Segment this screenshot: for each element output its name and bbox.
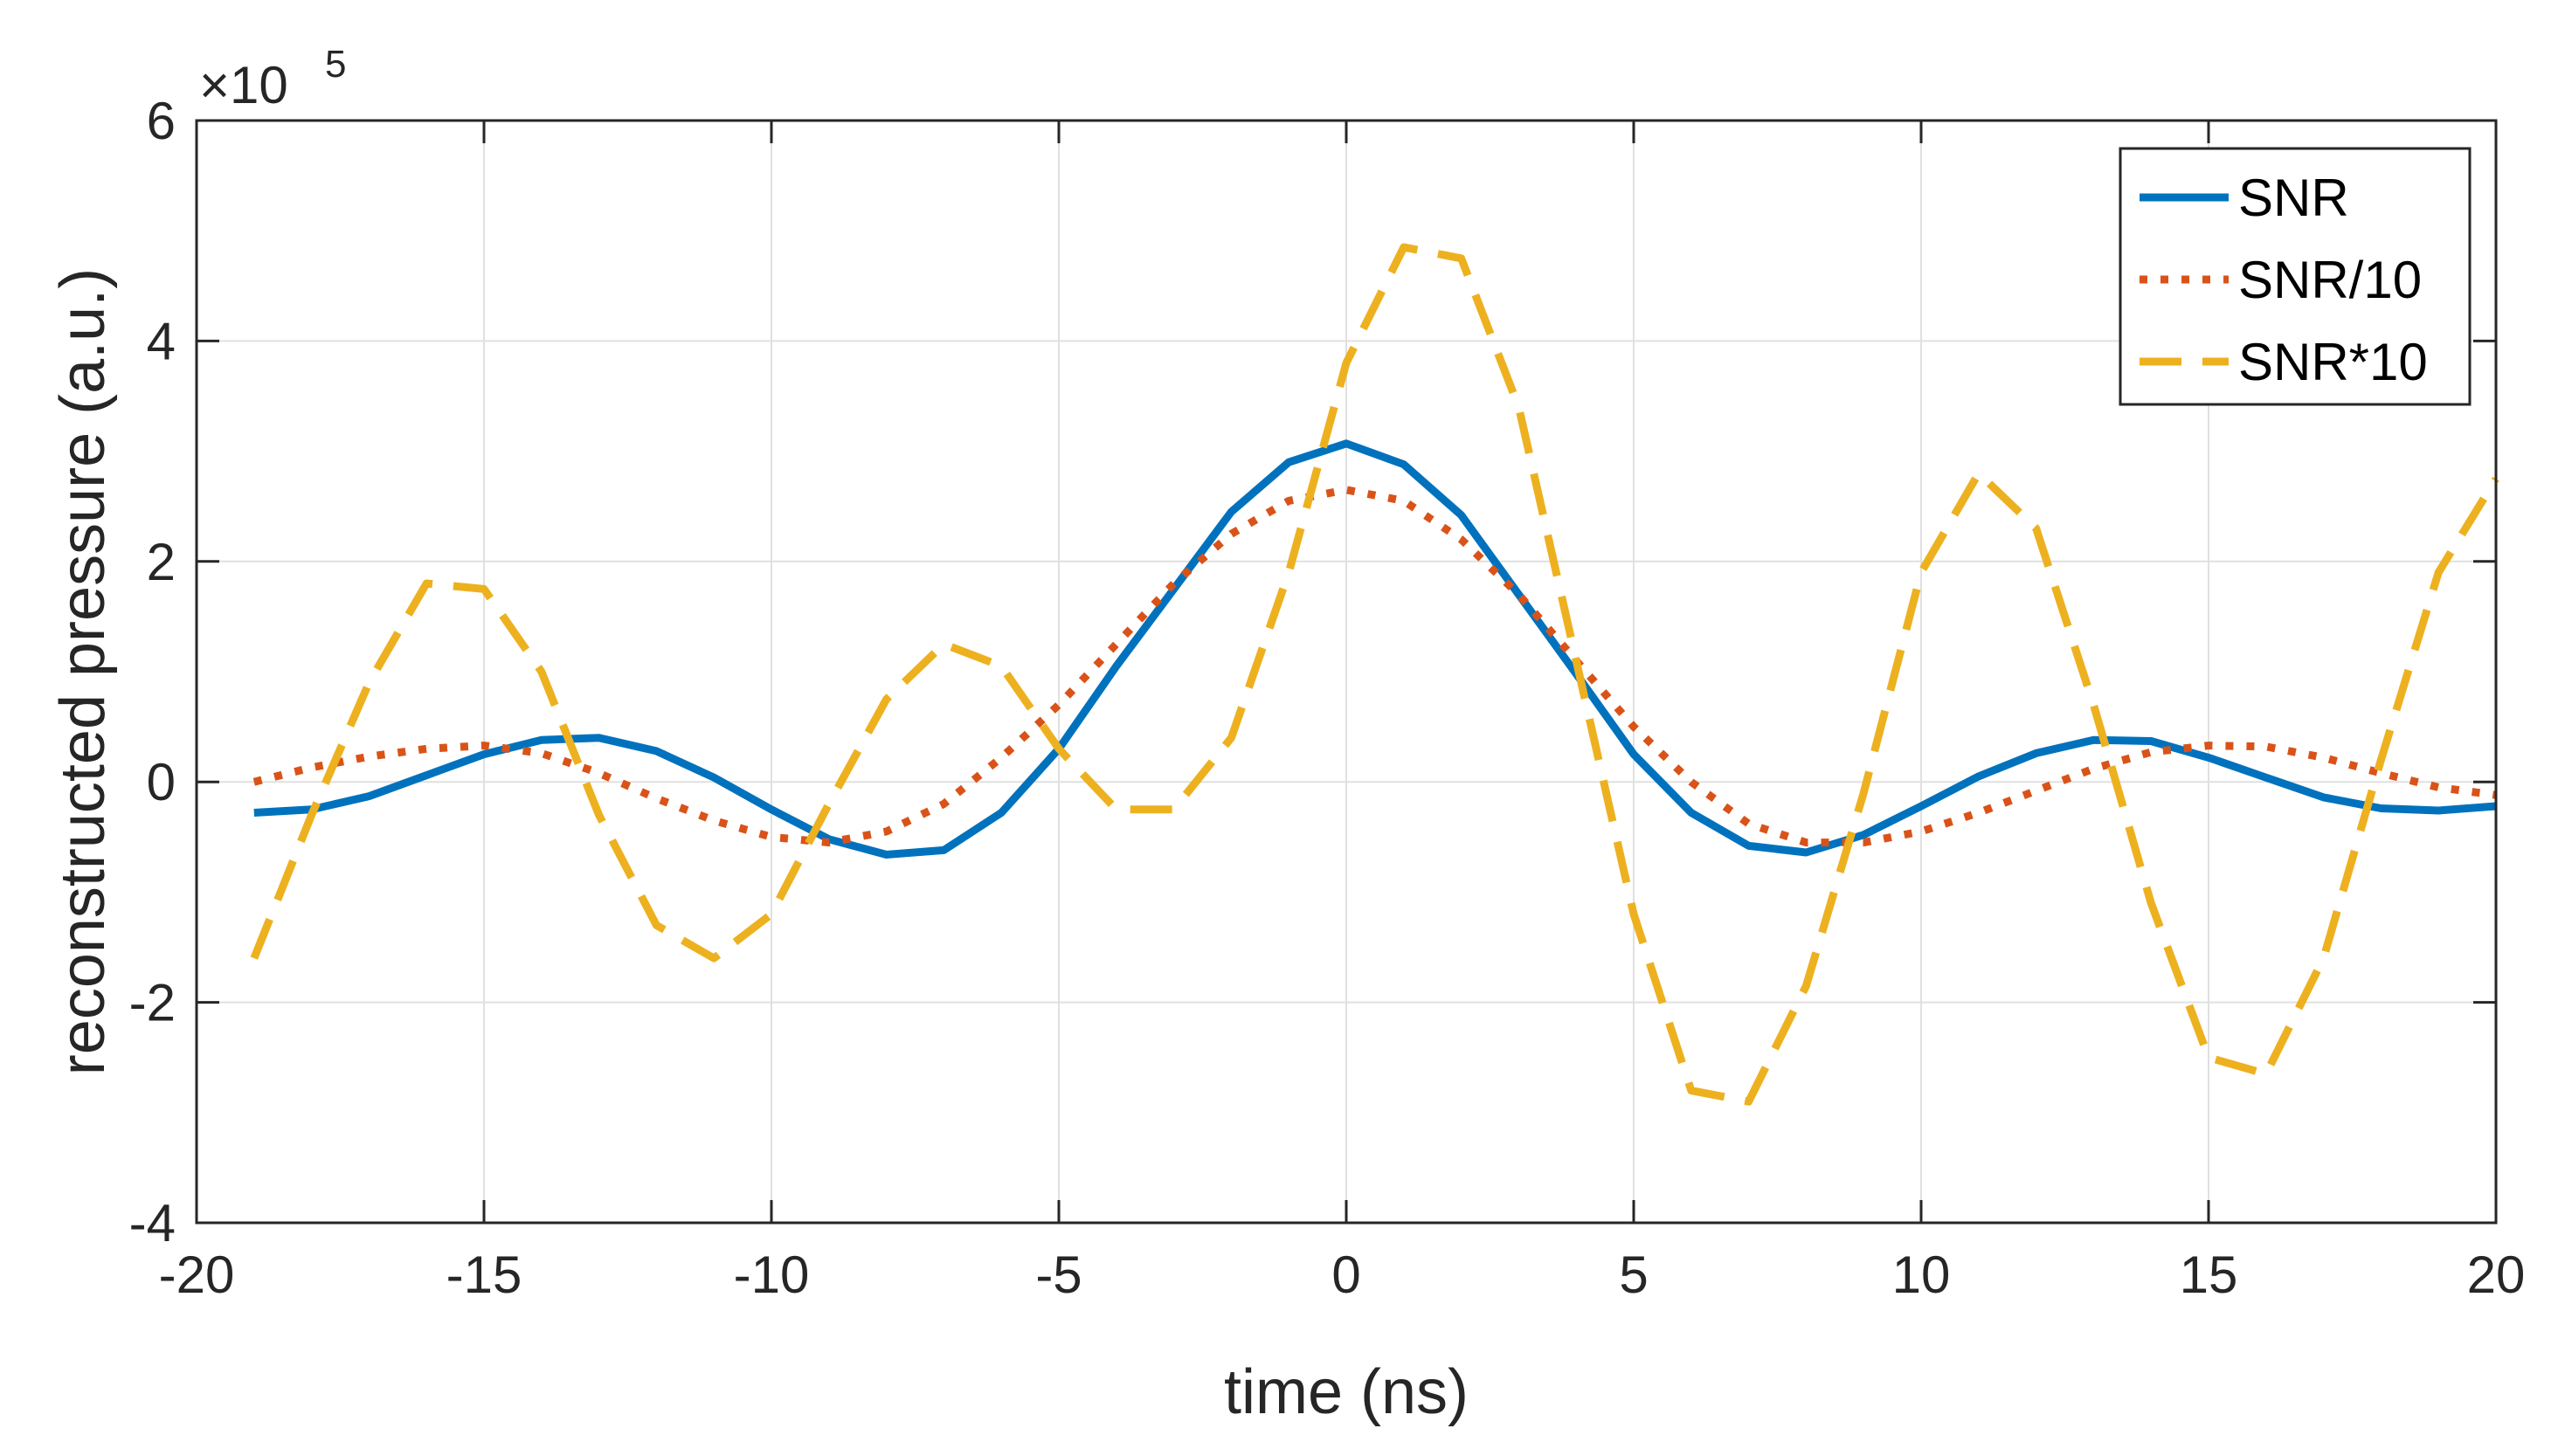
legend-label: SNR [2238, 169, 2349, 227]
legend-label: SNR*10 [2238, 333, 2428, 391]
y-tick-label: -2 [129, 974, 176, 1032]
y-exponent-label: ×10 5 [199, 43, 346, 114]
x-tick-label: 20 [2467, 1246, 2526, 1304]
y-exponent-base: ×10 [199, 56, 288, 114]
y-tick-label: 2 [147, 533, 176, 591]
x-tick-label: 5 [1619, 1246, 1648, 1304]
series-line-snr [253, 439, 2497, 859]
x-tick-label: -5 [1035, 1246, 1082, 1304]
legend-label: SNR/10 [2238, 251, 2422, 309]
y-tick-label: 4 [147, 312, 176, 370]
y-tick-label: 0 [147, 753, 176, 811]
x-tick-label: -20 [159, 1246, 235, 1304]
y-tick-label: -4 [129, 1194, 176, 1252]
x-tick-label: -10 [734, 1246, 810, 1304]
x-tick-label: 0 [1331, 1246, 1360, 1304]
x-tick-label: -15 [446, 1246, 522, 1304]
y-exponent-power: 5 [325, 43, 346, 86]
y-tick-label: 6 [147, 92, 176, 150]
series-layer [250, 243, 2499, 1106]
series-line-snr-10 [252, 486, 2497, 847]
x-tick-label: 15 [2180, 1246, 2238, 1304]
legend: SNR SNR/10 SNR*10 [2119, 147, 2472, 406]
x-tick-label: 10 [1892, 1246, 1951, 1304]
series-line-snr-10 [250, 243, 2499, 1106]
x-axis-label: time (ns) [1224, 1357, 1469, 1427]
y-axis-label: reconstructed pressure (a.u.) [48, 268, 118, 1075]
